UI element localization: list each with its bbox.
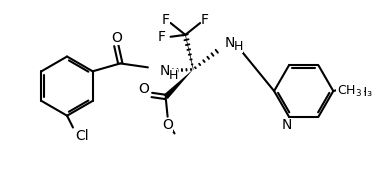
Text: N: N xyxy=(282,118,292,132)
Text: H: H xyxy=(233,40,243,53)
Text: F: F xyxy=(158,30,166,44)
Text: CH₃: CH₃ xyxy=(349,86,372,100)
Text: Cl: Cl xyxy=(75,129,89,143)
Text: $\mathregular{CH_3}$: $\mathregular{CH_3}$ xyxy=(337,84,362,99)
Text: O: O xyxy=(162,118,173,132)
Text: O: O xyxy=(111,31,122,45)
Text: N: N xyxy=(225,36,235,50)
Text: F: F xyxy=(162,13,170,27)
Text: F: F xyxy=(201,13,209,27)
Polygon shape xyxy=(164,69,193,99)
Text: N: N xyxy=(160,64,170,78)
Text: H: H xyxy=(168,69,178,82)
Text: O: O xyxy=(138,82,149,96)
